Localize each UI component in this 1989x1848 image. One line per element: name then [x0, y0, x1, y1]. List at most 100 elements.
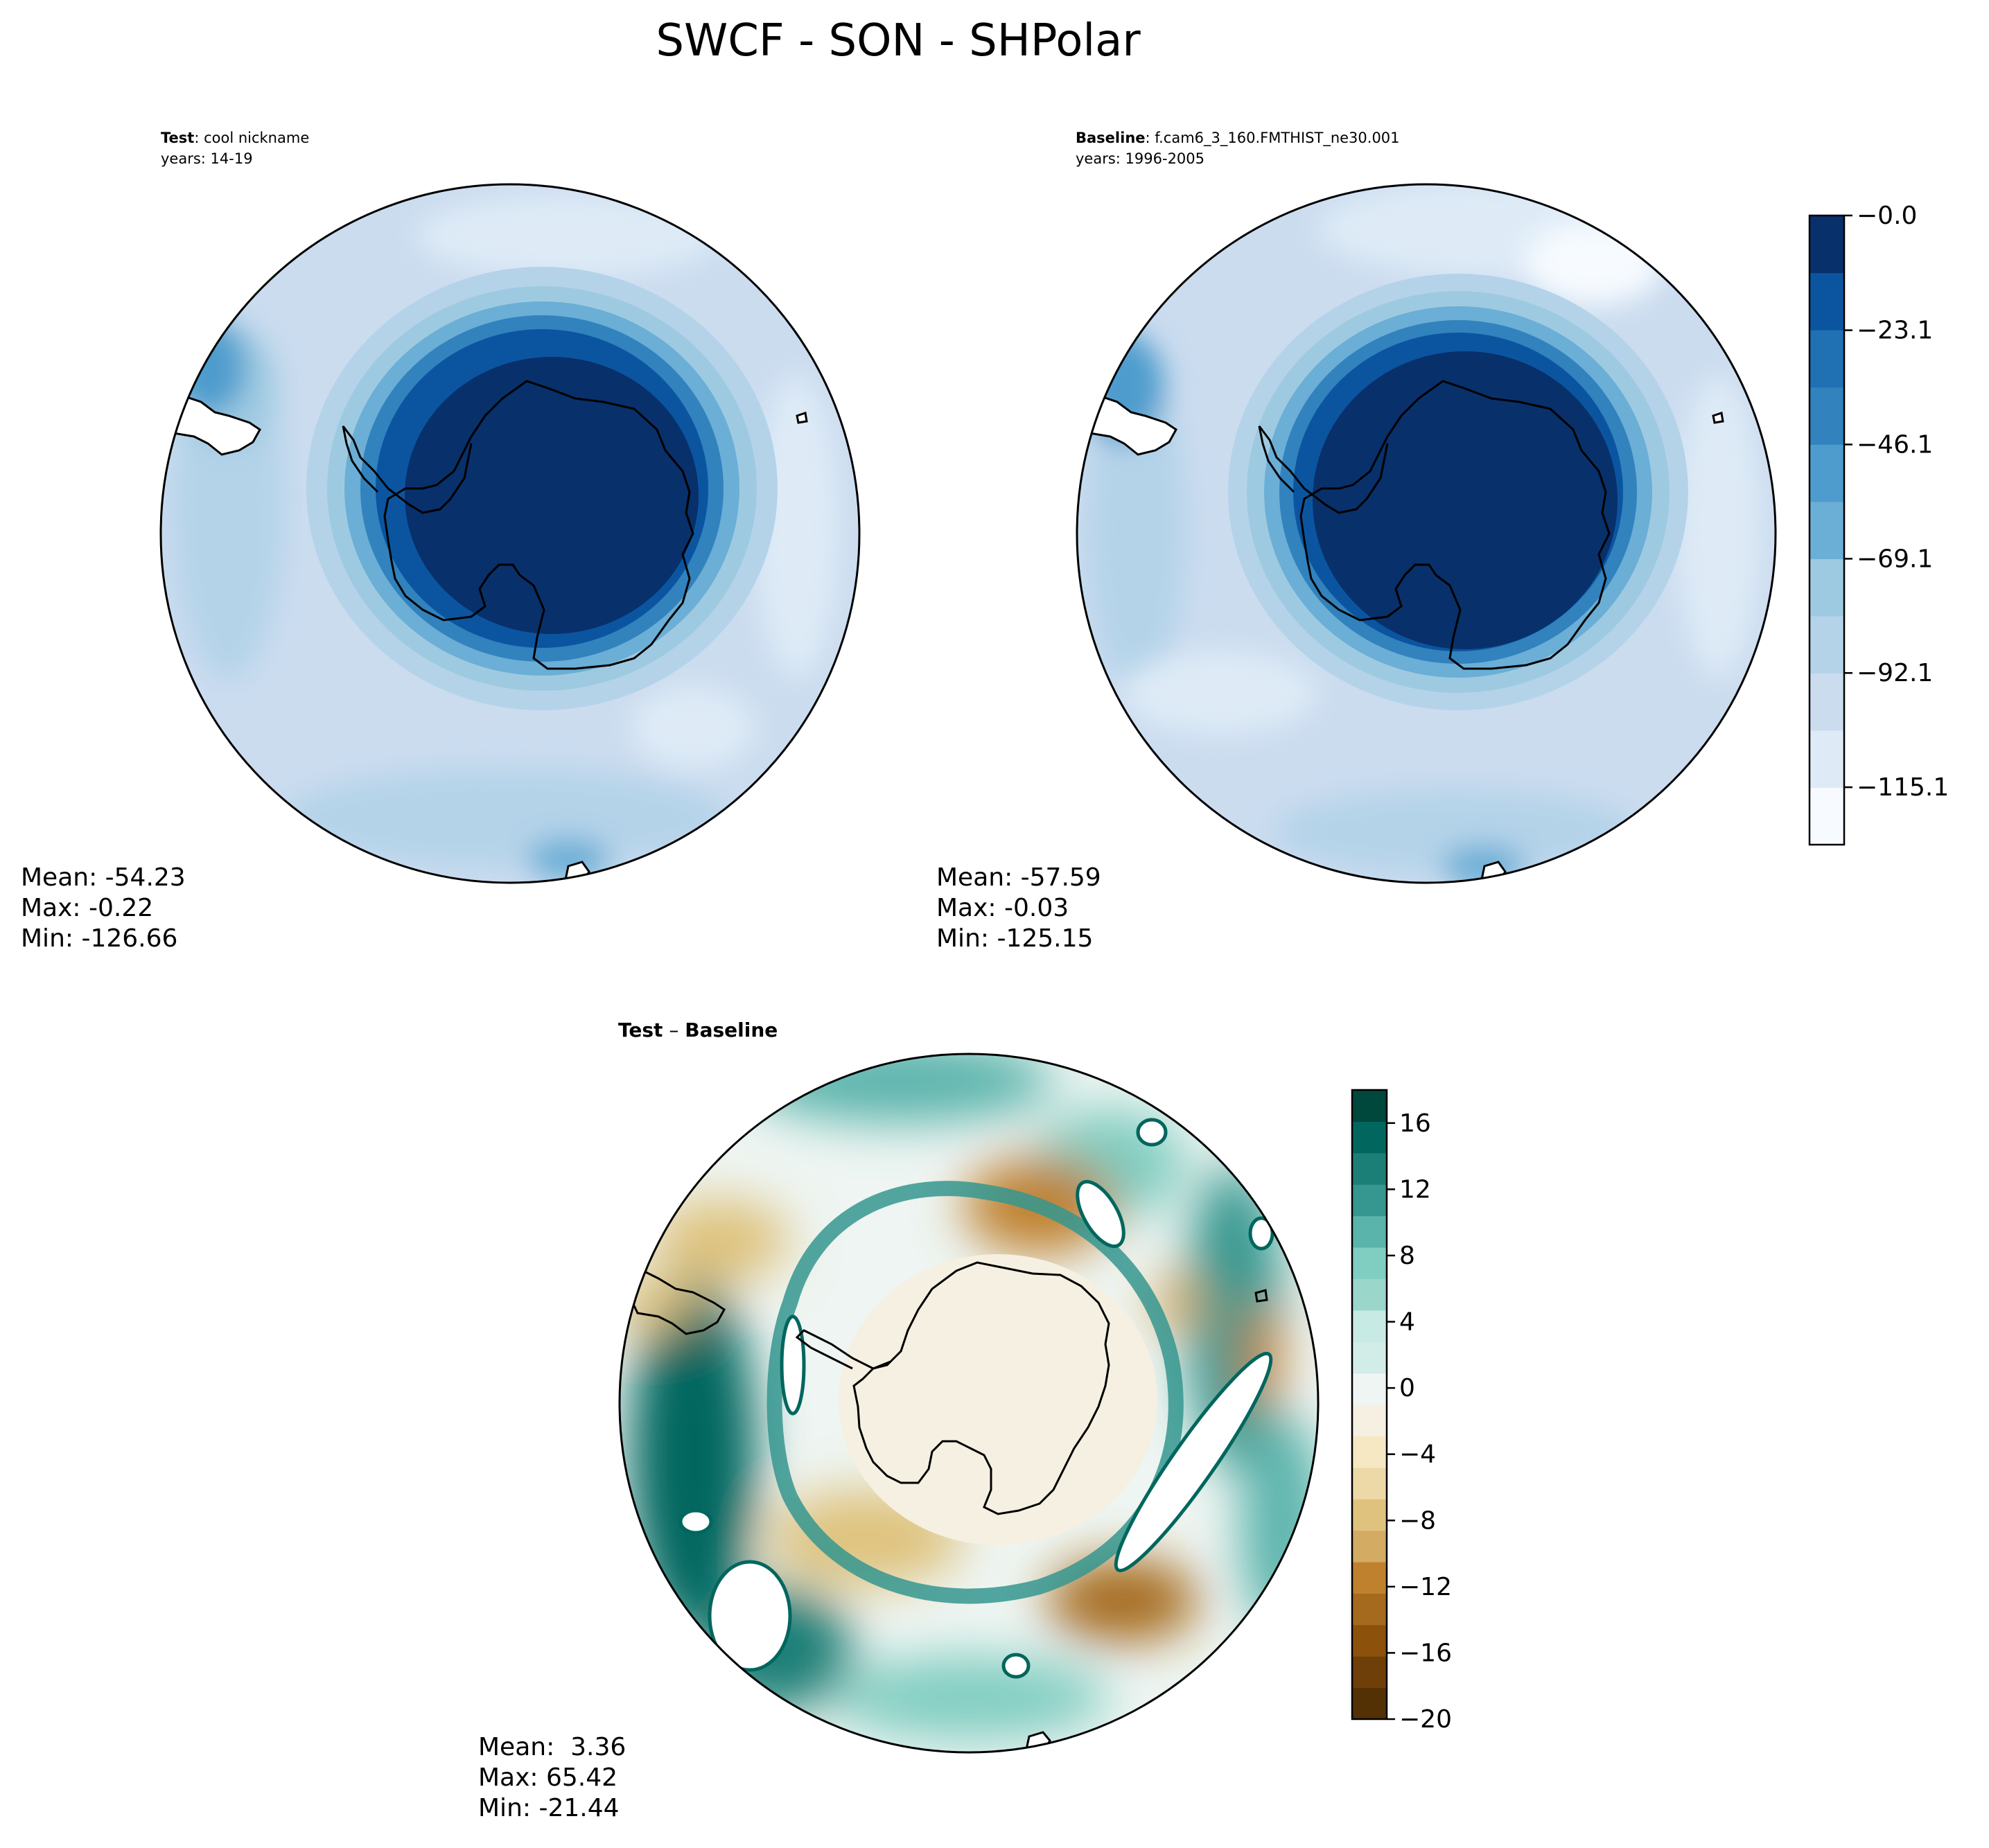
test-tex-1	[416, 194, 721, 277]
panel-baseline-min: Min: -125.15	[936, 924, 1093, 953]
panel-difference-label: Test – Baseline	[618, 1019, 778, 1041]
cbar-bottom-swatch-16	[1352, 1184, 1387, 1217]
cbar-bottom-tick-label-4: 0	[1399, 1374, 1415, 1402]
panel-test-map	[161, 184, 859, 883]
diff-tex-brown-4	[651, 1199, 790, 1282]
panel-difference-mean: Mean: 3.36	[478, 1733, 626, 1761]
cbar-bottom-swatch-18	[1352, 1121, 1387, 1154]
cbar-bottom-swatch-12	[1352, 1310, 1387, 1342]
diff-white-patch-2	[1114, 1351, 1273, 1573]
diff-tex-teal-7	[1241, 1414, 1318, 1635]
diff-tex-teal-6	[832, 1656, 1109, 1739]
panel-test-max: Max: -0.22	[21, 894, 153, 922]
diff-antarctica-outline	[795, 1261, 1110, 1515]
panel-baseline-texture	[1081, 184, 1760, 883]
cbar-bottom-swatch-13	[1352, 1278, 1387, 1311]
cbar-bottom-swatch-8	[1352, 1436, 1387, 1468]
test-antarctica-outline	[342, 380, 694, 670]
diff-tex-brown-2	[1046, 1559, 1199, 1642]
diff-south-america-outline	[620, 1267, 726, 1335]
cbar-bottom-swatch-14	[1352, 1247, 1387, 1279]
cbar-bottom-tick-label-3: 4	[1399, 1308, 1415, 1337]
cbar-top-tick-label-2: −46.1	[1857, 430, 1933, 459]
cbar-bottom-swatch-6	[1352, 1499, 1387, 1531]
panel-test-years: years: 14-19	[161, 150, 253, 167]
diff-white-patch-4	[780, 1314, 806, 1416]
colorbar-top: −0.0 −23.1 −46.1 −69.1 −92.1 −115.1	[1808, 202, 1949, 846]
cbar-bottom-swatch-15	[1352, 1215, 1387, 1248]
cbar-top-swatch-4	[1810, 558, 1844, 617]
diff-tex-brown-7	[620, 1275, 693, 1330]
cbar-bottom-tick-label-8: −16	[1399, 1639, 1452, 1667]
panel-baseline-mean: Mean: -57.59	[936, 863, 1101, 892]
panel-baseline-max: Max: -0.03	[936, 894, 1069, 922]
cbar-bottom-swatch-11	[1352, 1341, 1387, 1374]
diff-white-patch-7	[1136, 1118, 1168, 1147]
panel-test-label-text: : cool nickname	[194, 130, 309, 146]
cbar-top-swatch-7	[1810, 387, 1844, 445]
cbar-bottom-swatch-1	[1352, 1656, 1387, 1689]
cbar-top-tick-label-3: −69.1	[1857, 545, 1933, 573]
panel-test-min: Min: -126.66	[21, 924, 177, 953]
colorbar-bottom: 16 12 8 4 0 −4 −8 −12 −16 −20	[1351, 1089, 1452, 1734]
panel-difference-label-sep: –	[663, 1019, 685, 1041]
panel-test-label-bold: Test	[161, 130, 194, 146]
panel-test-mean: Mean: -54.23	[21, 863, 186, 892]
cbar-bottom-swatch-10	[1352, 1373, 1387, 1405]
cbar-top-tick-label-5: −115.1	[1857, 773, 1949, 802]
test-tex-4	[755, 374, 839, 679]
colorbar-bottom-ticks: 16 12 8 4 0 −4 −8 −12 −16 −20	[1387, 1109, 1452, 1734]
diff-antarctic-plateau	[839, 1254, 1157, 1545]
colorbar-top-frame	[1808, 214, 1846, 846]
panel-baseline-boundary	[1076, 183, 1777, 884]
test-tex-8	[527, 838, 610, 880]
panel-difference-max: Max: 65.42	[478, 1763, 617, 1792]
panel-baseline-label-bold: Baseline	[1076, 130, 1146, 146]
colorbar-bottom-frame	[1351, 1089, 1388, 1721]
panel-test: Test: cool nickname years: 14-19	[21, 130, 861, 953]
test-ring-6	[405, 357, 699, 634]
colorbar-bottom-swatches	[1352, 1090, 1387, 1720]
cbar-top-swatch-2	[1810, 673, 1844, 731]
test-tex-6	[170, 319, 246, 416]
figure-title: SWCF - SON - SHPolar	[656, 15, 1141, 67]
panel-difference: Test – Baseline	[478, 1019, 1320, 1822]
diff-white-patch-8	[1248, 1216, 1274, 1251]
panel-difference-map	[620, 1054, 1318, 1752]
cbar-top-swatch-9	[1810, 272, 1844, 331]
cbar-bottom-tick-label-0: 16	[1399, 1109, 1431, 1138]
panel-test-rings	[306, 267, 778, 710]
panel-difference-label-bold: Test	[618, 1019, 663, 1041]
cbar-top-swatch-0	[1810, 787, 1844, 845]
cbar-bottom-swatch-5	[1352, 1530, 1387, 1563]
cbar-top-swatch-3	[1810, 615, 1844, 674]
diff-tex-teal-1	[631, 1275, 755, 1635]
cbar-bottom-swatch-7	[1352, 1467, 1387, 1499]
diff-white-patch-5	[678, 1508, 713, 1535]
cbar-top-swatch-6	[1810, 444, 1844, 502]
baseline-bottom-land-outline	[1480, 861, 1507, 883]
cbar-bottom-swatch-2	[1352, 1624, 1387, 1657]
cbar-bottom-tick-label-6: −8	[1399, 1506, 1436, 1535]
test-south-america-outline	[161, 394, 261, 456]
cbar-top-swatch-10	[1810, 215, 1844, 274]
diff-white-patch-3	[1076, 1179, 1125, 1249]
cbar-bottom-tick-label-9: −20	[1399, 1705, 1452, 1734]
base-tex-4	[1677, 374, 1760, 679]
base-tex-7	[1275, 790, 1636, 873]
cbar-bottom-tick-label-7: −12	[1399, 1573, 1452, 1601]
panel-test-boundary	[159, 183, 861, 884]
cbar-top-swatch-8	[1810, 330, 1844, 388]
panel-baseline-label: Baseline: f.cam6_3_160.FMTHIST_ne30.001	[1076, 130, 1400, 147]
cbar-bottom-swatch-0	[1352, 1687, 1387, 1720]
baseline-antarctica-outline	[1258, 380, 1611, 670]
panel-baseline-years: years: 1996-2005	[1076, 150, 1204, 167]
cbar-bottom-swatch-19	[1352, 1090, 1387, 1122]
cbar-top-swatch-5	[1810, 501, 1844, 559]
panel-baseline-map	[1077, 184, 1776, 883]
diff-tex-teal-3	[748, 1054, 1053, 1123]
panel-difference-label-bold2: Baseline	[685, 1019, 778, 1041]
cbar-bottom-swatch-3	[1352, 1593, 1387, 1626]
cbar-top-tick-label-4: −92.1	[1857, 659, 1933, 687]
